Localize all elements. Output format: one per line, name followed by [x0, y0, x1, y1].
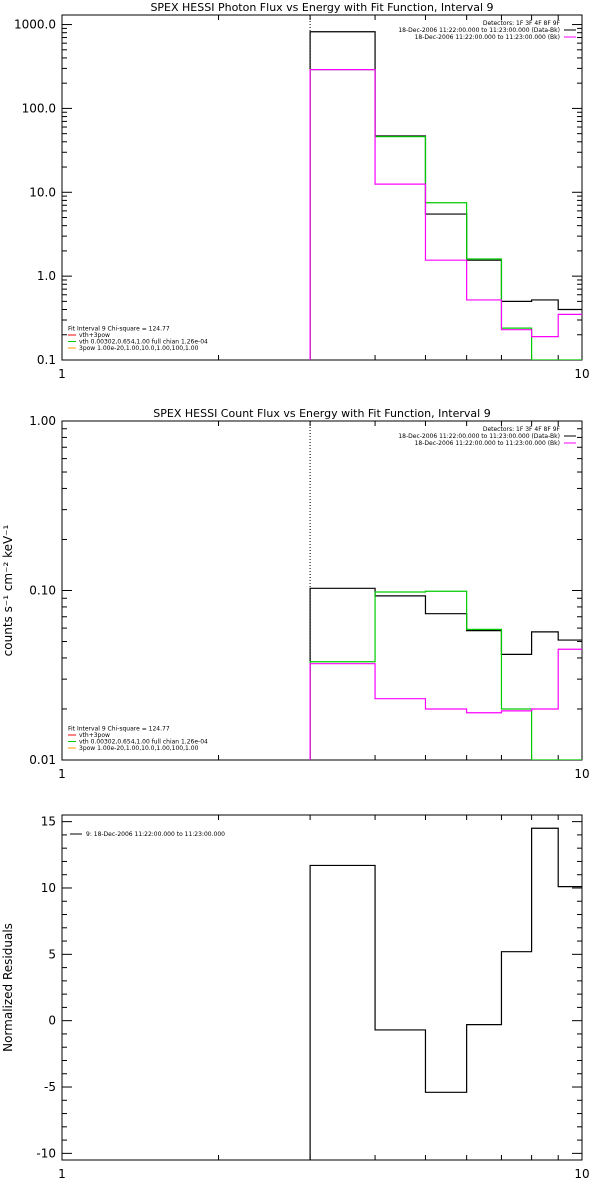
- series-line-1: [309, 31, 582, 360]
- x-axis-ticks: [61, 15, 583, 360]
- y-tick-label: 0.01: [29, 753, 56, 767]
- x-tick-label: 1: [58, 767, 66, 781]
- series-line-3: [309, 69, 582, 360]
- plot-panel-2: SPEX HESSI Count Flux vs Energy with Fit…: [1, 407, 590, 781]
- y-tick-label: 5: [48, 947, 56, 961]
- x-tick-label: 10: [574, 767, 589, 781]
- y-tick-label: 1.0: [37, 269, 56, 283]
- fit-info-line: Fit Interval 9 Chi-square = 124.77: [68, 326, 170, 333]
- x-tick-label: 1: [58, 1167, 66, 1181]
- header-text-line: 18-Dec-2006 11:22:00.000 to 11:23:00.000…: [415, 440, 560, 447]
- fit-info-line: 3pow 1.00e-20,1.00,10.0,1.00,100,1.00: [79, 745, 199, 752]
- series-line-2: [309, 69, 582, 360]
- series-line-1: [309, 827, 582, 1160]
- fit-info-line: vth 0.00302,0.654,1.00 full chian 1.26e-…: [79, 739, 208, 746]
- plot-panel-3: Normalized Residuals 1 10 -10 -5 0 5 10 15 9: 18-…: [1, 814, 590, 1181]
- x-tick-label: 10: [574, 367, 589, 381]
- plot-frame: [61, 814, 583, 1161]
- y-axis-ticks: [62, 821, 582, 1154]
- plot-frame: [61, 14, 583, 361]
- plot-area: [309, 827, 582, 1160]
- series-line-3: [309, 648, 582, 760]
- fit-info-line: vth 0.00302,0.654,1.00 full chian 1.26e-…: [79, 339, 208, 346]
- y-axis-label: counts s⁻¹ cm⁻² keV⁻¹: [1, 524, 15, 656]
- plot-panel-1: SPEX HESSI Photon Flux vs Energy with Fi…: [14, 1, 590, 381]
- x-tick-label: 1: [58, 367, 66, 381]
- x-axis-ticks: [61, 815, 583, 1160]
- header-text-line: Detectors: 1F 3F 4F 8F 9F: [483, 20, 561, 27]
- y-tick-label: 0.10: [29, 584, 56, 598]
- y-tick-label: 0: [48, 1014, 56, 1028]
- plot-area: [309, 15, 582, 360]
- header-text-line: Detectors: 1F 3F 4F 8F 9F: [483, 426, 561, 433]
- y-tick-label: 10.0: [29, 185, 56, 199]
- x-tick-label: 10: [574, 1167, 589, 1181]
- y-tick-label: -10: [36, 1146, 56, 1160]
- plot-area: [309, 421, 582, 760]
- y-tick-label: 15: [41, 815, 56, 829]
- y-tick-label: 10: [41, 881, 56, 895]
- header-text-line: 18-Dec-2006 11:22:00.000 to 11:23:00.000…: [415, 34, 560, 41]
- y-tick-label: 1000.0: [14, 18, 56, 32]
- y-tick-label: 100.0: [22, 101, 56, 115]
- fit-info-line: vth+3pow: [79, 732, 110, 739]
- chart-title: SPEX HESSI Photon Flux vs Energy with Fi…: [150, 1, 493, 14]
- x-axis-ticks: [61, 421, 583, 760]
- header-text-line: 18-Dec-2006 11:22:00.000 to 11:23:00.000…: [398, 433, 560, 440]
- y-tick-label: 1.00: [29, 414, 56, 428]
- residual-legend-text: 9: 18-Dec-2006 11:22:00.000 to 11:23:00.…: [86, 831, 225, 838]
- fit-info-line: vth+3pow: [79, 332, 110, 339]
- series-line-2: [309, 590, 582, 760]
- y-axis-ticks: [62, 24, 582, 361]
- y-axis-label: Normalized Residuals: [1, 923, 15, 1052]
- fit-info-line: Fit Interval 9 Chi-square = 124.77: [68, 726, 170, 733]
- chart-title: SPEX HESSI Count Flux vs Energy with Fit…: [153, 407, 490, 420]
- header-text-line: 18-Dec-2006 11:22:00.000 to 11:23:00.000…: [398, 27, 560, 34]
- y-tick-label: 0.1: [37, 353, 56, 367]
- y-tick-label: -5: [44, 1080, 56, 1094]
- fit-info-line: 3pow 1.00e-20,1.00,10.0,1.00,100,1.00: [79, 345, 199, 352]
